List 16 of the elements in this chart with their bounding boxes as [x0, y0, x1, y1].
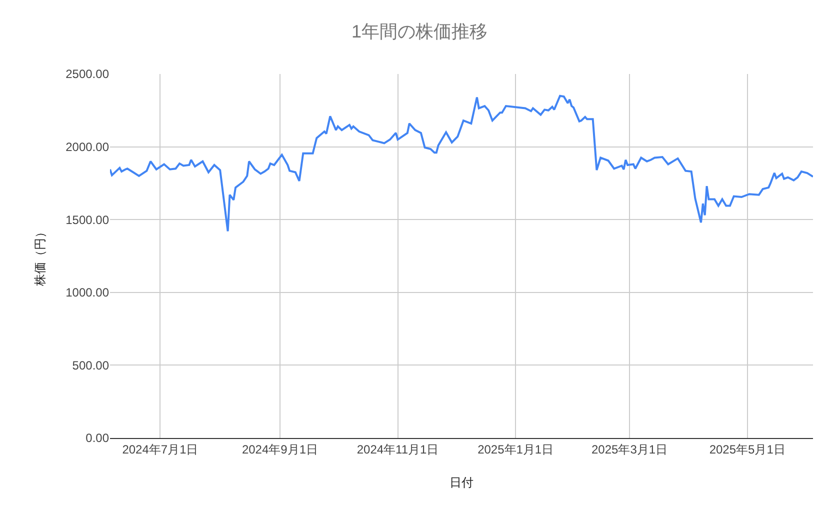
- y-tick-label: 1500.00: [66, 212, 110, 227]
- x-tick-label: 2025年1月1日: [478, 442, 554, 456]
- y-axis-title: 株価（円）: [32, 226, 47, 287]
- x-tick-label: 2024年9月1日: [242, 442, 318, 456]
- y-tick-label: 2500.00: [66, 67, 110, 82]
- x-tick-label: 2024年7月1日: [122, 442, 198, 456]
- y-tick-label: 0.00: [86, 431, 110, 446]
- x-tick-label: 2024年11月1日: [356, 442, 439, 456]
- line-series: [110, 94, 813, 232]
- y-tick-label: 1000.00: [66, 286, 110, 300]
- chart-title: 1年間の株価推移: [351, 21, 488, 42]
- x-axis-title: 日付: [450, 475, 474, 490]
- y-tick-label: 500.00: [72, 358, 110, 372]
- x-tick-label: 2025年3月1日: [591, 442, 668, 456]
- x-tick-label: 2025年5月1日: [709, 442, 786, 456]
- y-tick-label: 2000.00: [66, 140, 110, 154]
